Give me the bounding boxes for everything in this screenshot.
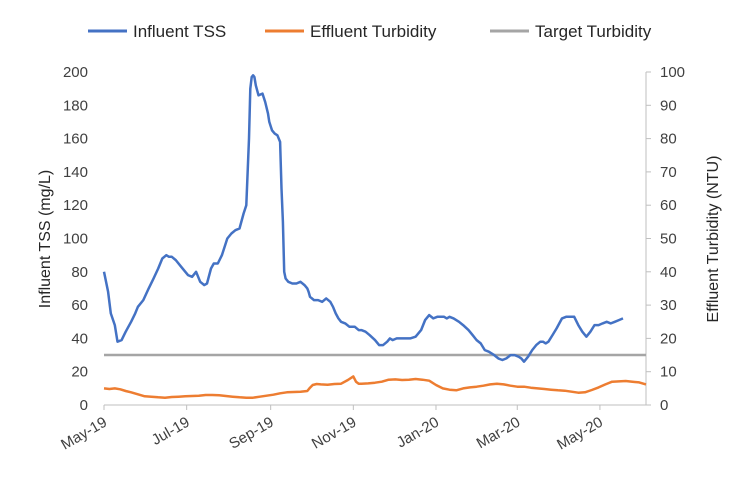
y-right-tick-label: 20 <box>660 330 677 347</box>
series-influent-tss <box>102 74 624 363</box>
y-right-tick-label: 80 <box>660 131 677 148</box>
y-right-ticks: 0 10 20 30 40 50 60 70 80 90 100 <box>646 64 685 414</box>
series-effluent-turbidity <box>103 375 647 399</box>
y-right-axis-title: Effluent Turbidity (NTU) <box>705 156 722 323</box>
y-right-tick-label: 40 <box>660 264 677 281</box>
series-layer <box>102 74 647 399</box>
y-left-tick-label: 140 <box>63 164 88 181</box>
y-left-axis-title: Influent TSS (mg/L) <box>37 170 54 308</box>
legend-label-target-turbidity: Target Turbidity <box>535 22 652 41</box>
y-left-tick-label: 180 <box>63 97 88 114</box>
y-left-tick-label: 20 <box>71 364 88 381</box>
y-left-tick-label: 80 <box>71 264 88 281</box>
x-tick-label: Jan-20 <box>394 414 442 452</box>
y-right-tick-label: 100 <box>660 64 685 81</box>
x-tick-label: Sep-19 <box>226 414 276 453</box>
y-left-tick-label: 60 <box>71 297 88 314</box>
y-right-tick-label: 30 <box>660 297 677 314</box>
y-left-tick-label: 0 <box>80 397 88 414</box>
y-right-tick-label: 50 <box>660 231 677 248</box>
y-left-tick-label: 160 <box>63 131 88 148</box>
y-right-tick-label: 0 <box>660 397 668 414</box>
y-right-tick-label: 10 <box>660 364 677 381</box>
legend: Influent TSS Effluent Turbidity Target T… <box>88 22 652 41</box>
y-right-tick-label: 70 <box>660 164 677 181</box>
legend-label-effluent-turbidity: Effluent Turbidity <box>310 22 437 41</box>
x-tick-label: Jul-19 <box>149 414 193 449</box>
y-left-tick-label: 120 <box>63 197 88 214</box>
x-tick-label: May-19 <box>58 414 110 454</box>
y-right-tick-label: 60 <box>660 197 677 214</box>
x-ticks: May-19 Jul-19 Sep-19 Nov-19 Jan-20 Mar-20 May-… <box>58 405 606 453</box>
y-left-tick-label: 100 <box>63 231 88 248</box>
x-tick-label: May-20 <box>554 414 606 454</box>
y-right-tick-label: 90 <box>660 97 677 114</box>
x-tick-label: Mar-20 <box>474 414 524 452</box>
x-tick-label: Nov-19 <box>309 414 359 453</box>
y-left-ticks: 0 20 40 60 80 100 120 140 160 180 200 <box>63 64 88 414</box>
y-left-tick-label: 40 <box>71 330 88 347</box>
y-left-tick-label: 200 <box>63 64 88 81</box>
legend-label-influent-tss: Influent TSS <box>133 22 226 41</box>
